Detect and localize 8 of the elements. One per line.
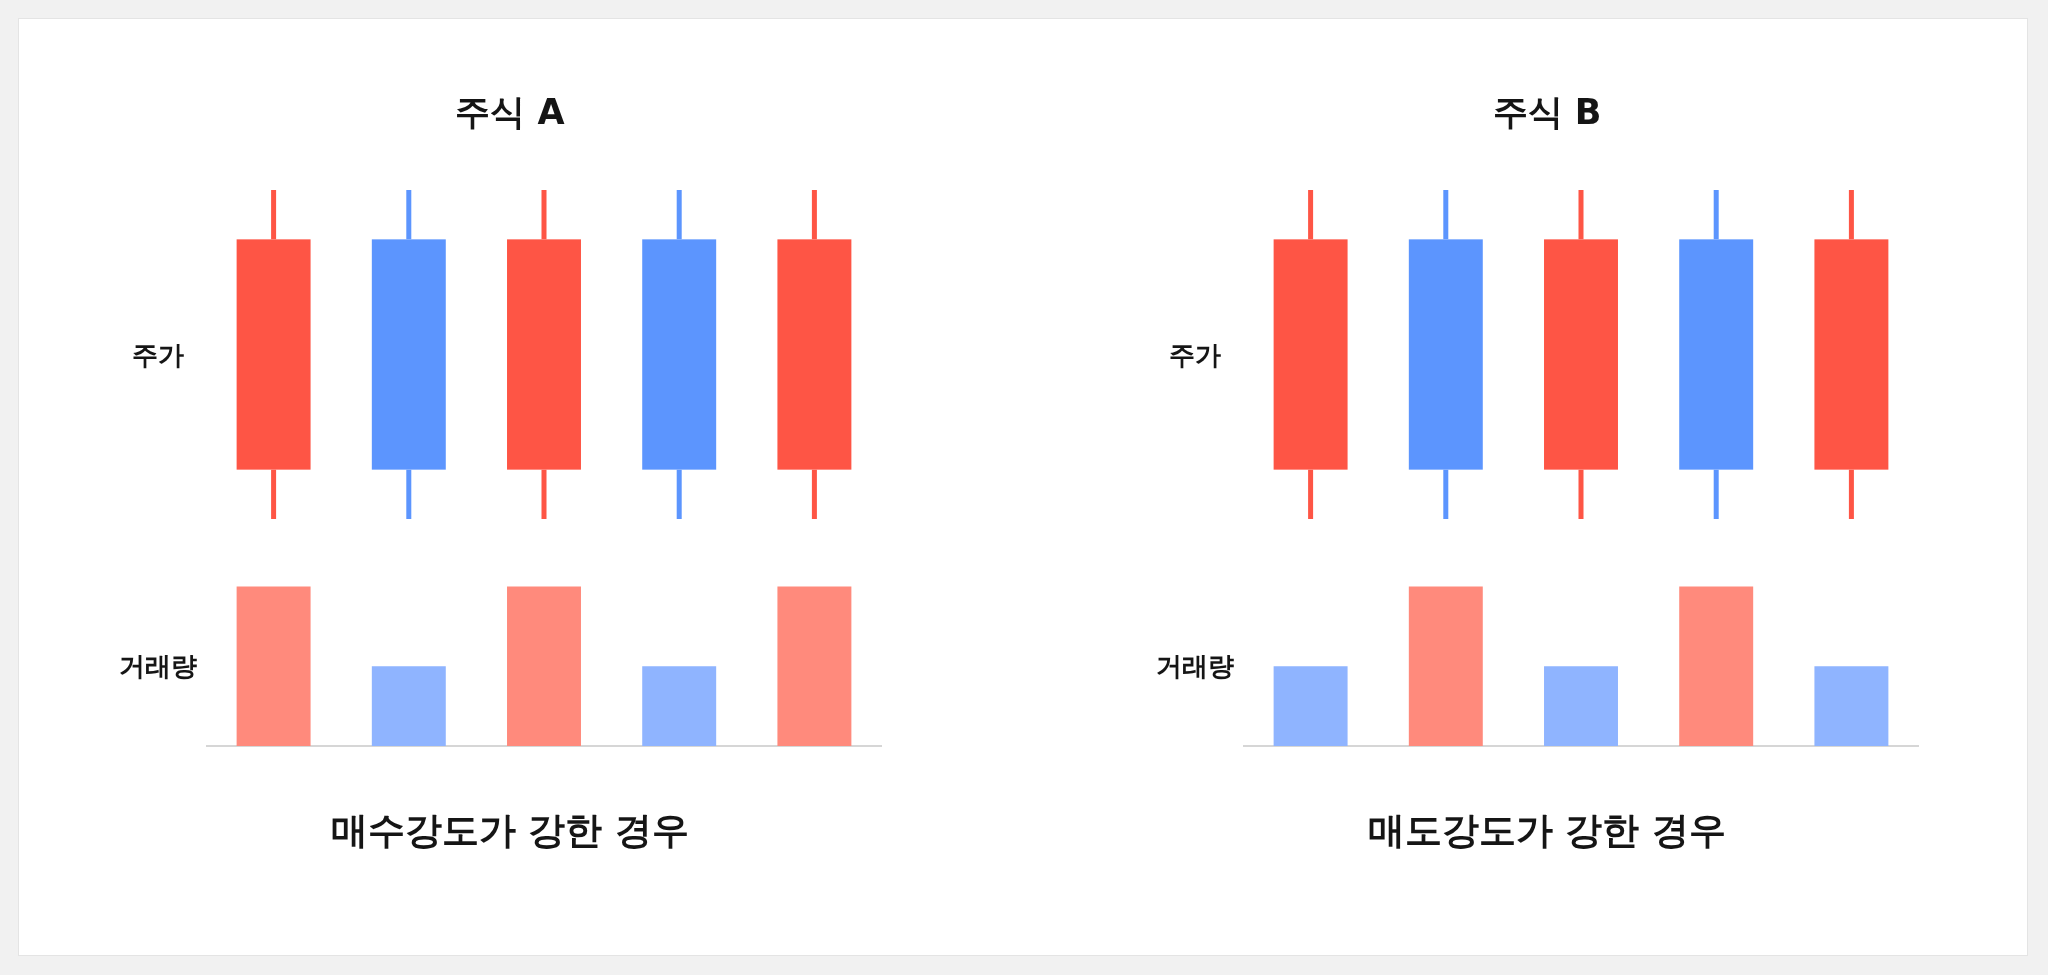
text: 매도강도가 강한 경우	[1367, 809, 1727, 852]
y-axis-title: 주가	[132, 339, 184, 370]
chart-title: 주식 A	[455, 92, 565, 132]
y-axis-title: 거래량	[119, 651, 197, 682]
text: 매수강도가 강한 경우	[330, 809, 690, 852]
chart-title: 주식 B	[1492, 92, 1602, 132]
y-axis-title: 주가	[1169, 339, 1221, 370]
y-axis-title: 거래량	[1156, 651, 1234, 682]
